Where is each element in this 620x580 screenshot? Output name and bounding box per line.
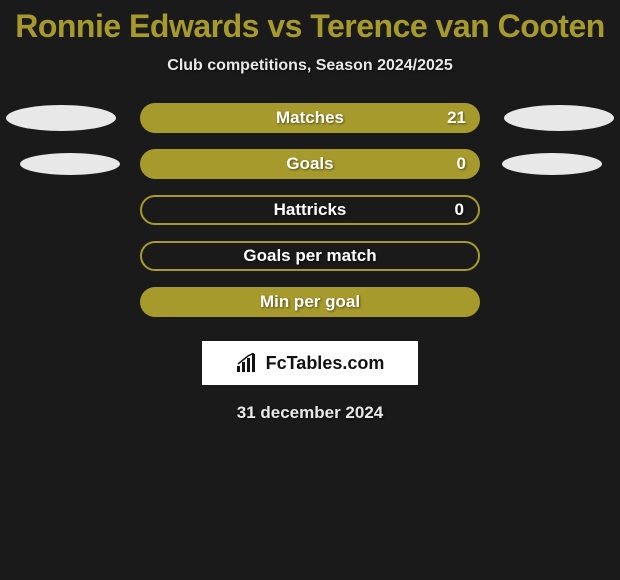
stat-label: Min per goal [260, 292, 360, 312]
stat-bar: Min per goal [140, 287, 480, 317]
ellipse-right [502, 153, 602, 175]
page-subtitle: Club competitions, Season 2024/2025 [0, 57, 620, 75]
stat-row-goals: Goals 0 [0, 149, 620, 179]
stat-bar: Matches 21 [140, 103, 480, 133]
stat-label: Goals per match [243, 246, 376, 266]
stat-label: Goals [286, 154, 333, 174]
comparison-infographic: Ronnie Edwards vs Terence van Cooten Clu… [0, 0, 620, 423]
stat-bar: Hattricks 0 [140, 195, 480, 225]
stat-label: Hattricks [274, 200, 347, 220]
stat-bar: Goals per match [140, 241, 480, 271]
stat-rows: Matches 21 Goals 0 Hattricks 0 Goals per… [0, 103, 620, 317]
stat-label: Matches [276, 108, 344, 128]
logo-text: FcTables.com [266, 353, 385, 374]
logo-badge: FcTables.com [202, 341, 418, 385]
chart-icon [236, 353, 260, 373]
stat-row-min-per-goal: Min per goal [0, 287, 620, 317]
stat-bar: Goals 0 [140, 149, 480, 179]
stat-value: 0 [455, 200, 464, 220]
stat-row-matches: Matches 21 [0, 103, 620, 133]
page-title: Ronnie Edwards vs Terence van Cooten [0, 8, 620, 45]
ellipse-left [20, 153, 120, 175]
stat-value: 0 [457, 154, 466, 174]
ellipse-right [504, 105, 614, 131]
stat-value: 21 [447, 108, 466, 128]
date-label: 31 december 2024 [0, 403, 620, 423]
stat-row-goals-per-match: Goals per match [0, 241, 620, 271]
ellipse-left [6, 105, 116, 131]
stat-row-hattricks: Hattricks 0 [0, 195, 620, 225]
